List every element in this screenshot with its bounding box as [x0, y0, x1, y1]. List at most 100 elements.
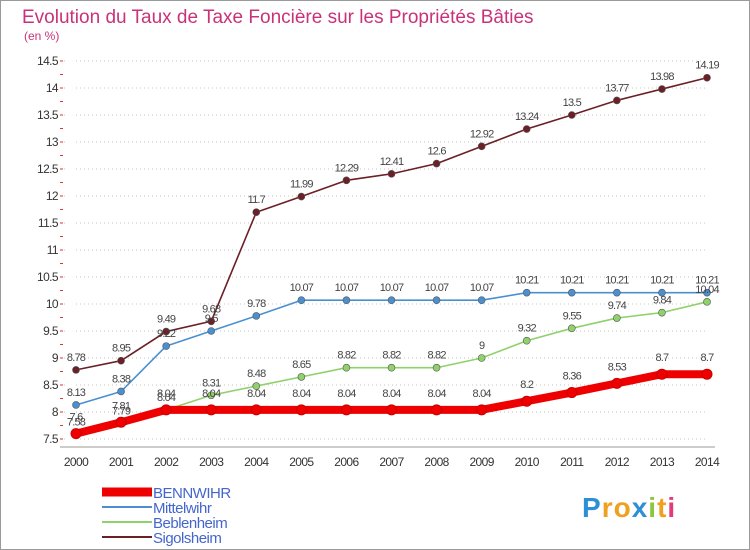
logo-letter: x: [632, 492, 649, 523]
data-label-sigolsheim: 12.41: [380, 156, 404, 168]
y-tick-label: 11: [47, 243, 59, 257]
data-label-mittelwihr: 10.07: [470, 282, 494, 294]
data-label-beblenheim: 8.48: [247, 368, 266, 380]
data-point-mittelwihr: [252, 312, 261, 320]
data-point-bennwihr: [656, 368, 668, 380]
data-point-sigolsheim: [522, 125, 531, 133]
data-label-mittelwihr: 10.07: [425, 282, 449, 294]
data-point-sigolsheim: [613, 96, 621, 105]
data-label-sigolsheim: 9.49: [157, 314, 176, 326]
y-tick-label: 13: [46, 135, 59, 149]
data-label-beblenheim: 7.79: [112, 405, 131, 417]
data-point-mittelwihr: [703, 288, 711, 297]
data-label-sigolsheim: 11.7: [248, 194, 266, 206]
data-label-bennwihr: 8.7: [701, 352, 715, 364]
data-label-bennwihr: 7.6: [70, 412, 84, 424]
data-label-layer: 8.78 8.95 9.49 9.68 11.7 11.99 12.29 12.41 12.6 1…: [67, 60, 720, 429]
proxiti-logo: Proxiti: [582, 492, 676, 523]
data-point-mittelwihr: [72, 401, 80, 409]
data-point-sigolsheim: [252, 208, 261, 216]
x-tick-label: 2008: [424, 455, 449, 469]
x-tick-label: 2004: [244, 455, 269, 469]
data-point-bennwihr: [205, 404, 217, 416]
data-point-sigolsheim: [703, 73, 711, 82]
y-tick-label: 10.5: [37, 270, 59, 284]
data-point-sigolsheim: [658, 85, 666, 93]
data-label-sigolsheim: 13.77: [605, 82, 629, 94]
data-label-sigolsheim: 8.95: [112, 343, 131, 355]
data-label-bennwihr: 7.81: [112, 400, 131, 412]
data-label-beblenheim: 8.04: [157, 392, 176, 404]
data-label-bennwihr: 8.04: [292, 388, 311, 400]
x-tick-label: 2013: [650, 455, 675, 469]
data-point-bennwihr: [386, 404, 397, 416]
x-tick-label: 2005: [289, 455, 314, 469]
data-point-bennwihr: [70, 428, 82, 440]
data-label-sigolsheim: 12.29: [335, 162, 359, 174]
data-label-mittelwihr: 10.07: [290, 282, 314, 294]
data-point-sigolsheim: [72, 366, 80, 374]
data-point-mittelwihr: [477, 296, 486, 305]
data-point-beblenheim: [342, 363, 351, 372]
data-label-mittelwihr: 10.07: [335, 282, 359, 294]
data-point-sigolsheim: [387, 170, 396, 178]
data-point-bennwihr: [250, 404, 262, 416]
data-point-beblenheim: [432, 363, 441, 372]
data-label-beblenheim: 10.04: [695, 284, 719, 296]
data-label-bennwihr: 8.2: [520, 379, 534, 391]
data-label-mittelwihr: 8.38: [112, 373, 131, 385]
data-point-beblenheim: [613, 314, 621, 322]
data-label-bennwihr: 8.53: [608, 361, 627, 373]
data-point-bennwihr: [115, 416, 127, 428]
y-tick-label: 13.5: [37, 108, 59, 122]
data-label-beblenheim: 9: [479, 340, 485, 352]
data-label-mittelwihr: 10.21: [515, 275, 539, 287]
x-tick-label: 2002: [154, 455, 179, 469]
y-tick-label: 14: [46, 81, 59, 95]
data-label-mittelwihr: 8.13: [67, 387, 86, 399]
data-point-sigolsheim: [207, 317, 216, 326]
data-label-sigolsheim: 9.68: [202, 303, 221, 315]
data-label-sigolsheim: 11.99: [290, 179, 313, 191]
data-point-mittelwihr: [387, 296, 396, 305]
data-point-bennwihr: [160, 404, 172, 416]
logo-letter: r: [602, 492, 614, 523]
data-point-beblenheim: [477, 354, 486, 362]
logo-letter: o: [614, 492, 632, 523]
data-label-sigolsheim: 13.98: [650, 71, 674, 83]
data-label-mittelwihr: 10.21: [650, 275, 674, 287]
data-label-beblenheim: 8.82: [427, 350, 446, 362]
data-point-sigolsheim: [297, 192, 306, 201]
chart-subtitle: (en %): [24, 29, 59, 43]
data-point-bennwihr: [295, 404, 307, 416]
data-label-beblenheim: 8.82: [382, 350, 401, 362]
x-tick-label: 2009: [469, 455, 494, 469]
x-tick-label: 2011: [560, 455, 584, 469]
data-point-mittelwihr: [613, 288, 621, 297]
logo-letter: i: [648, 492, 657, 523]
data-point-mittelwihr: [342, 296, 351, 305]
data-point-sigolsheim: [477, 142, 486, 151]
data-label-mittelwihr: 10.21: [695, 275, 719, 287]
y-tick-label: 14.5: [37, 54, 59, 68]
legend-label-beblenheim: Beblenheim: [153, 515, 227, 532]
logo-letter: P: [582, 492, 602, 523]
data-label-bennwihr: 8.04: [157, 388, 176, 400]
data-point-beblenheim: [522, 336, 531, 345]
x-tick-label: 2010: [515, 455, 540, 469]
data-label-beblenheim: 8.65: [292, 359, 311, 371]
data-label-bennwihr: 8.04: [202, 388, 221, 400]
data-point-mittelwihr: [567, 288, 576, 297]
data-point-sigolsheim: [162, 327, 170, 336]
data-point-bennwihr: [566, 387, 578, 399]
data-label-bennwihr: 8.7: [655, 352, 669, 364]
data-label-beblenheim: 9.32: [518, 323, 537, 335]
data-point-sigolsheim: [342, 176, 351, 185]
data-point-mittelwihr: [207, 327, 216, 335]
y-tick-label: 9.5: [43, 324, 59, 338]
data-point-beblenheim: [703, 298, 711, 306]
data-point-beblenheim: [207, 391, 216, 400]
legend-label-mittelwihr: Mittelwihr: [153, 500, 212, 517]
data-point-sigolsheim: [117, 356, 125, 365]
data-point-bennwihr: [521, 395, 533, 407]
